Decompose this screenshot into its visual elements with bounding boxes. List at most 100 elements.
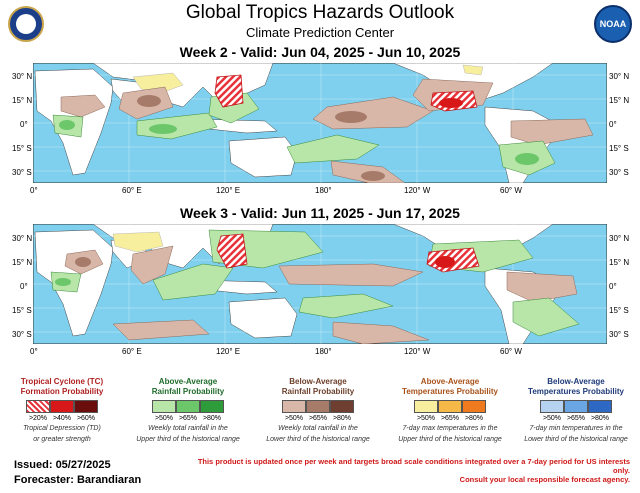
week3-below-rain-pacific bbox=[278, 263, 424, 287]
legend-above-rain-note: Weekly total rainfall in the bbox=[148, 425, 228, 432]
week3-lat-label-right: 30° N bbox=[609, 234, 630, 243]
legend-below-rain-swatch bbox=[282, 400, 306, 413]
legend-below-temp-label: >50% bbox=[542, 415, 562, 422]
legend-tc-swatch bbox=[50, 400, 74, 413]
legend-above-temp-title: Temperatures Probability bbox=[402, 387, 498, 396]
week2-below-rain-pacific-mod bbox=[335, 111, 367, 123]
week2-lon-label: 60° W bbox=[500, 186, 522, 195]
week2-lon-label: 60° E bbox=[122, 186, 142, 195]
legend-above-temp-note: Upper third of the historical range bbox=[398, 436, 502, 443]
week3-lat-label-left: 30° S bbox=[12, 330, 32, 339]
week3-below-rain-spacific bbox=[332, 321, 430, 344]
legend-above-temp-swatch bbox=[414, 400, 438, 413]
week2-below-rain-india-mod bbox=[137, 95, 161, 107]
week2-title: Week 2 - Valid: Jun 04, 2025 - Jun 10, 2… bbox=[179, 44, 461, 60]
week3-lat-label-left: 0° bbox=[20, 282, 28, 291]
legend-below-rain: Below-Average Rainfall Probability >50% … bbox=[256, 377, 380, 444]
week3-tc-wpac bbox=[216, 233, 248, 269]
week3-below-rain-sindian bbox=[112, 319, 210, 341]
week2-below-rain-spacific-mod bbox=[361, 171, 385, 181]
week2-above-rain-africa-mod bbox=[59, 120, 75, 130]
legend-above-temp: Above-Average Temperatures Probability >… bbox=[388, 377, 512, 444]
legend-below-rain-note: Lower third of the historical range bbox=[266, 436, 370, 443]
week2-tc-wpac bbox=[214, 74, 244, 108]
week2-lon-label: 120° W bbox=[404, 186, 431, 195]
disclaimer: This product is updated once per week an… bbox=[190, 457, 630, 484]
noaa-logo: NOAA bbox=[594, 5, 632, 43]
doc-seal-logo bbox=[8, 6, 44, 42]
legend-above-rain: Above-Average Rainfall Probability >50% … bbox=[130, 377, 246, 444]
week3-lon-label: 180° bbox=[315, 347, 332, 356]
week2-above-rain-brazil-mod bbox=[515, 153, 539, 165]
legend-tc-swatch bbox=[26, 400, 50, 413]
week3-lon-label: 120° W bbox=[404, 347, 431, 356]
legend-below-rain-label: >50% bbox=[284, 415, 304, 422]
week2-lat-label-left: 30° S bbox=[12, 168, 32, 177]
legend-below-temp-label: >65% bbox=[566, 415, 586, 422]
legend-above-temp-swatch bbox=[462, 400, 486, 413]
legend-below-temp-title: Temperatures Probability bbox=[528, 387, 624, 396]
legend-above-temp-label: >50% bbox=[416, 415, 436, 422]
legend-above-temp-label: >80% bbox=[464, 415, 484, 422]
week3-title: Week 3 - Valid: Jun 11, 2025 - Jun 17, 2… bbox=[180, 205, 460, 221]
week3-lat-label-right: 15° S bbox=[609, 306, 629, 315]
legend-below-rain-title: Below-Average bbox=[289, 377, 347, 386]
legend-tc-label: >40% bbox=[52, 415, 72, 422]
legend-tc-title: Formation Probability bbox=[20, 387, 104, 396]
week2-above-rain-indian-mod bbox=[149, 124, 177, 134]
disclaimer-line: This product is updated once per week an… bbox=[197, 457, 630, 475]
week2-lat-label-left: 30° N bbox=[12, 72, 33, 81]
week2-lat-label-right: 15° N bbox=[609, 96, 630, 105]
week3-map bbox=[33, 224, 607, 344]
week3-lat-label-left: 15° S bbox=[12, 306, 32, 315]
week3-lat-label-left: 15° N bbox=[12, 258, 33, 267]
week3-lon-label: 60° W bbox=[500, 347, 522, 356]
week2-lon-label: 120° E bbox=[216, 186, 241, 195]
week2-tc-epac-high bbox=[439, 98, 463, 108]
legend-below-temp-label: >80% bbox=[590, 415, 610, 422]
legend-below-rain-title: Rainfall Probability bbox=[281, 387, 355, 396]
legend-tc-label: >60% bbox=[76, 415, 96, 422]
week2-above-temp-asia bbox=[132, 72, 184, 94]
legend-below-rain-label: >80% bbox=[332, 415, 352, 422]
legend-tc-swatch bbox=[74, 400, 98, 413]
legend-below-temp-swatch bbox=[540, 400, 564, 413]
legend-above-temp-title: Above-Average bbox=[420, 377, 480, 386]
legend-above-rain-swatch bbox=[152, 400, 176, 413]
legend-below-rain-swatch bbox=[306, 400, 330, 413]
legend-above-rain-label: >65% bbox=[178, 415, 198, 422]
week2-lat-label-left: 0° bbox=[20, 120, 28, 129]
week3-lat-label-right: 15° N bbox=[609, 258, 630, 267]
legend-above-rain-label: >50% bbox=[154, 415, 174, 422]
legend-below-temp-note: 7-day min temperatures in the bbox=[529, 425, 623, 432]
legend-tc-label: >20% bbox=[28, 415, 48, 422]
week2-lat-label-right: 30° N bbox=[609, 72, 630, 81]
week3-below-rain-india bbox=[130, 245, 174, 285]
page-title: Global Tropics Hazards Outlook bbox=[185, 2, 455, 23]
legend-below-temp-swatch bbox=[564, 400, 588, 413]
legend-tc-note: or greater strength bbox=[33, 436, 91, 443]
week2-lat-label-left: 15° N bbox=[12, 96, 33, 105]
week3-lon-label: 60° E bbox=[122, 347, 142, 356]
legend-below-temp: Below-Average Temperatures Probability >… bbox=[514, 377, 638, 444]
legend-above-rain-title: Rainfall Probability bbox=[151, 387, 225, 396]
week2-lat-label-left: 15° S bbox=[12, 144, 32, 153]
week2-lon-label: 180° bbox=[315, 186, 332, 195]
week2-map bbox=[33, 63, 607, 183]
week2-above-temp-mexico bbox=[462, 64, 484, 76]
issued-date: Issued: 05/27/2025 bbox=[14, 459, 111, 471]
week2-below-rain-samerica bbox=[510, 118, 594, 146]
legend-below-temp-swatch bbox=[588, 400, 612, 413]
forecaster-name: Forecaster: Barandiaran bbox=[14, 474, 142, 486]
legend-tc: Tropical Cyclone (TC) Formation Probabil… bbox=[4, 377, 120, 444]
week3-tc-epac-high bbox=[435, 256, 455, 268]
legend-below-rain-swatch bbox=[330, 400, 354, 413]
week2-lat-label-right: 0° bbox=[609, 120, 617, 129]
week3-above-temp-mideast bbox=[112, 231, 164, 253]
week3-below-rain-samerica bbox=[506, 271, 578, 303]
disclaimer-line: Consult your local responsible forecast … bbox=[459, 475, 630, 484]
legend-above-rain-label: >80% bbox=[202, 415, 222, 422]
legend-below-rain-note: Weekly total rainfall in the bbox=[278, 425, 358, 432]
legend-below-rain-label: >65% bbox=[308, 415, 328, 422]
week2-above-rain-spcz bbox=[286, 134, 380, 164]
